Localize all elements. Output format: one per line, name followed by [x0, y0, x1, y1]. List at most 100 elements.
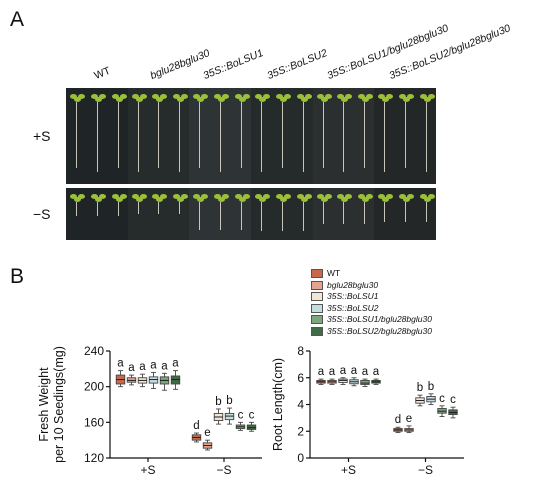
- root: [261, 102, 262, 173]
- leaf: [279, 97, 287, 102]
- leaf: [366, 194, 374, 199]
- leaf: [403, 197, 411, 202]
- leaf: [316, 94, 324, 99]
- root: [240, 102, 242, 169]
- box-plot: b: [213, 396, 224, 425]
- leaf: [259, 97, 266, 102]
- box-plot: d: [393, 414, 403, 434]
- seedling-photo-plus-s: [66, 88, 436, 184]
- significance-letter: a: [117, 358, 124, 370]
- leaf: [119, 94, 127, 99]
- leaf: [304, 94, 312, 99]
- root: [425, 102, 427, 173]
- root: [343, 202, 345, 224]
- root: [322, 202, 324, 224]
- box-plot: a: [159, 360, 170, 391]
- leaf: [275, 94, 283, 99]
- leaf: [378, 94, 386, 99]
- leaf: [74, 97, 81, 102]
- leaf: [193, 94, 201, 99]
- significance-letter: a: [128, 362, 135, 374]
- leaf: [98, 194, 106, 199]
- root: [76, 102, 77, 169]
- leaf: [74, 197, 81, 202]
- leaf: [341, 97, 349, 102]
- legend-label: bglu28bglu30: [327, 279, 379, 290]
- box-plot: b: [224, 395, 235, 425]
- box-plot: a: [338, 365, 348, 385]
- significance-letter: a: [139, 361, 146, 373]
- legend-label: 35S::BoLSU1/bglu28bglu30: [327, 314, 432, 324]
- significance-letter: a: [329, 366, 336, 378]
- root: [137, 202, 139, 214]
- root: [405, 202, 407, 222]
- seedling-tile: [189, 88, 251, 184]
- root: [302, 202, 304, 231]
- leaf: [214, 94, 222, 99]
- root: [117, 102, 119, 169]
- root: [117, 202, 119, 216]
- leaf: [78, 94, 85, 99]
- leaf: [111, 194, 119, 199]
- box: [360, 379, 370, 385]
- leaf: [419, 194, 427, 199]
- leaf: [296, 94, 304, 99]
- leaf: [337, 194, 345, 199]
- leaf: [197, 197, 205, 202]
- leaf: [386, 194, 394, 199]
- legend-swatch: [311, 269, 323, 279]
- leaf: [152, 194, 160, 199]
- root: [199, 102, 201, 169]
- leaf: [366, 94, 374, 99]
- genotype-label: 35S::BoLSU1: [201, 47, 266, 82]
- significance-letter: a: [318, 366, 325, 378]
- leaf: [279, 197, 287, 202]
- box-plot: b: [415, 382, 425, 407]
- legend-item: bglu28bglu30: [311, 280, 378, 291]
- root: [302, 102, 304, 173]
- root: [364, 202, 366, 224]
- significance-letter: c: [249, 409, 255, 421]
- legend-swatch: [311, 326, 323, 336]
- leaf: [255, 194, 262, 199]
- leaf: [173, 194, 181, 199]
- leaf: [337, 94, 345, 99]
- leaf: [407, 94, 415, 99]
- y-tick-label: 120: [84, 451, 104, 465]
- box-plot: e: [404, 413, 414, 434]
- legend-label: 35S::BoLSU2: [327, 302, 379, 313]
- leaf: [324, 194, 332, 199]
- box-plot: b: [426, 381, 436, 405]
- significance-letter: a: [340, 365, 347, 377]
- legend-label: 35S::BoLSU2/bglu28bglu30: [327, 325, 432, 336]
- leaf: [300, 197, 308, 202]
- root: [96, 102, 98, 173]
- root: [384, 102, 386, 173]
- y-tick-label: 2: [297, 424, 304, 438]
- root: [220, 102, 222, 173]
- leaf: [218, 197, 226, 202]
- box-plot: a: [327, 366, 337, 385]
- leaf: [362, 97, 370, 102]
- root: [220, 202, 222, 230]
- root: [76, 202, 77, 216]
- root: [158, 202, 160, 214]
- x-tick-label: −S: [418, 463, 433, 477]
- leaf: [283, 94, 291, 99]
- x-tick-label: −S: [216, 463, 231, 477]
- leaf: [304, 194, 312, 199]
- leaf: [139, 194, 147, 199]
- significance-letter: b: [226, 395, 232, 407]
- leaf: [407, 194, 415, 199]
- box-plot: c: [235, 409, 246, 431]
- leaf: [201, 194, 209, 199]
- root: [179, 202, 181, 214]
- seedling-tile: [251, 88, 313, 184]
- leaf: [78, 194, 85, 199]
- y-axis-label: per 10 Seedings(mg): [52, 346, 66, 463]
- leaf: [238, 97, 246, 102]
- genotype-label: WT: [92, 64, 113, 82]
- leaf: [345, 194, 353, 199]
- leaf: [160, 94, 168, 99]
- leaf: [234, 194, 242, 199]
